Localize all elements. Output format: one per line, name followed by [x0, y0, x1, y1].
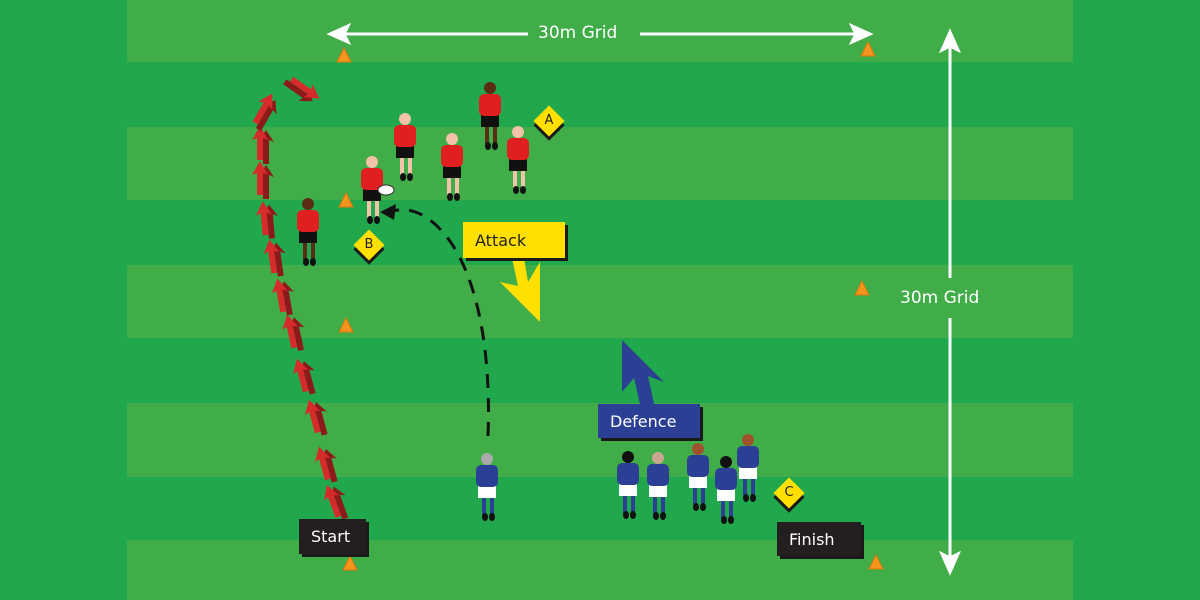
- grid-width-label: 30m Grid: [538, 23, 618, 43]
- run-arrow-icon: [263, 239, 286, 277]
- run-arrow-icon: [324, 484, 349, 520]
- cones: [336, 40, 884, 571]
- attacking-player: [507, 126, 529, 194]
- defending-player: [687, 443, 709, 511]
- marker-a: A: [533, 105, 565, 137]
- run-arrow-icon: [314, 446, 338, 483]
- grid-height-label: 30m Grid: [900, 288, 980, 308]
- pass-arrowhead-icon: [380, 204, 396, 220]
- run-arrow-icon: [304, 399, 328, 436]
- run-path-arrows: [252, 76, 349, 520]
- marker-b: B: [353, 229, 385, 261]
- cone-icon: [868, 553, 884, 570]
- attacking-player: [441, 133, 463, 201]
- attacking-player: [394, 113, 416, 181]
- grid-width-arrow: [326, 22, 874, 46]
- defending-player: [737, 434, 759, 502]
- attacking-player: [361, 156, 383, 224]
- run-arrow-icon: [252, 161, 274, 199]
- defending-player: [647, 452, 669, 520]
- run-arrow-icon: [255, 201, 279, 239]
- run-arrow-icon: [271, 278, 294, 316]
- defending-player: [476, 453, 498, 521]
- pass-path-dashed: [385, 208, 490, 437]
- defence-direction-arrow: [622, 340, 664, 404]
- marker-c: C: [773, 477, 805, 509]
- cone-icon: [338, 191, 354, 208]
- players: [297, 82, 759, 524]
- run-arrow-icon: [283, 76, 320, 102]
- run-arrow-icon: [252, 93, 277, 131]
- attack-direction-arrow: [500, 258, 540, 322]
- defending-player: [715, 456, 737, 524]
- run-arrow-icon: [282, 314, 305, 352]
- rugby-ball-icon: [377, 184, 395, 196]
- cone-icon: [860, 40, 876, 57]
- defending-player: [617, 451, 639, 519]
- grid-height-arrow: [938, 28, 962, 576]
- defence-label: Defence: [598, 404, 700, 438]
- run-arrow-icon: [292, 358, 316, 395]
- finish-label: Finish: [777, 522, 861, 556]
- cone-icon: [336, 46, 352, 63]
- cone-icon: [338, 316, 354, 333]
- attacking-player: [479, 82, 501, 150]
- cone-icon: [854, 279, 870, 296]
- start-label: Start: [299, 519, 366, 554]
- attack-label: Attack: [463, 222, 565, 258]
- attacking-player: [297, 198, 319, 266]
- run-arrow-icon: [252, 126, 274, 164]
- cone-icon: [342, 554, 358, 571]
